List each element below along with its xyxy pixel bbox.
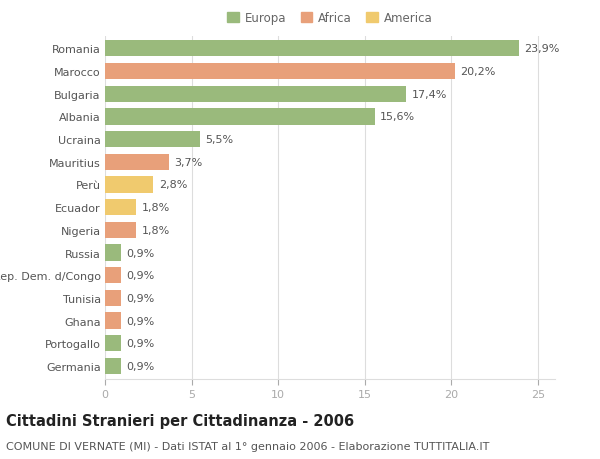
Bar <box>105 86 406 103</box>
Text: 23,9%: 23,9% <box>524 44 559 54</box>
Text: 0,9%: 0,9% <box>126 316 154 326</box>
Text: 0,9%: 0,9% <box>126 361 154 371</box>
Bar <box>105 222 136 239</box>
Bar <box>105 200 136 216</box>
Text: 3,7%: 3,7% <box>174 157 202 168</box>
Bar <box>105 245 121 261</box>
Text: 2,8%: 2,8% <box>158 180 187 190</box>
Text: 1,8%: 1,8% <box>142 225 170 235</box>
Bar <box>105 268 121 284</box>
Text: 1,8%: 1,8% <box>142 203 170 213</box>
Bar <box>105 132 200 148</box>
Legend: Europa, Africa, America: Europa, Africa, America <box>225 10 435 28</box>
Text: 0,9%: 0,9% <box>126 271 154 280</box>
Text: 0,9%: 0,9% <box>126 293 154 303</box>
Bar <box>105 109 375 125</box>
Bar <box>105 336 121 352</box>
Text: 0,9%: 0,9% <box>126 339 154 348</box>
Text: Cittadini Stranieri per Cittadinanza - 2006: Cittadini Stranieri per Cittadinanza - 2… <box>6 413 354 428</box>
Bar <box>105 358 121 375</box>
Bar <box>105 290 121 307</box>
Text: 20,2%: 20,2% <box>460 67 495 77</box>
Bar <box>105 313 121 329</box>
Text: 17,4%: 17,4% <box>412 90 447 100</box>
Text: COMUNE DI VERNATE (MI) - Dati ISTAT al 1° gennaio 2006 - Elaborazione TUTTITALIA: COMUNE DI VERNATE (MI) - Dati ISTAT al 1… <box>6 441 490 451</box>
Text: 15,6%: 15,6% <box>380 112 415 122</box>
Text: 5,5%: 5,5% <box>205 135 233 145</box>
Bar <box>105 154 169 171</box>
Bar <box>105 64 455 80</box>
Bar <box>105 41 518 57</box>
Bar <box>105 177 154 193</box>
Text: 0,9%: 0,9% <box>126 248 154 258</box>
